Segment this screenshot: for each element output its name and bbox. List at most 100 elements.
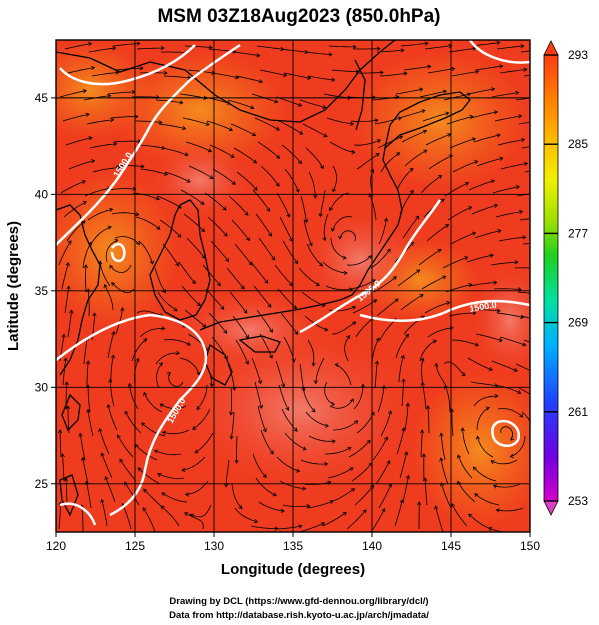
streamline bbox=[375, 460, 390, 485]
streamline bbox=[161, 51, 189, 53]
streamline-arrow-icon bbox=[81, 180, 86, 185]
streamline-arrow-icon bbox=[225, 257, 230, 263]
streamline bbox=[116, 165, 144, 167]
streamline bbox=[522, 243, 530, 245]
streamline bbox=[187, 333, 210, 352]
streamline-arrow-icon bbox=[155, 94, 160, 100]
streamline-arrow-icon bbox=[306, 504, 311, 509]
streamline bbox=[468, 180, 495, 191]
streamline-arrow-icon bbox=[209, 383, 215, 388]
streamline bbox=[327, 467, 354, 479]
streamline-arrow-icon bbox=[268, 232, 272, 237]
streamline bbox=[477, 436, 494, 458]
streamline bbox=[306, 243, 323, 267]
streamline bbox=[184, 309, 207, 328]
streamline bbox=[300, 195, 308, 223]
streamline-arrow-icon bbox=[493, 280, 498, 285]
streamline-arrow-icon bbox=[155, 196, 160, 201]
streamline-arrow-icon bbox=[228, 127, 234, 132]
streamline bbox=[156, 195, 182, 209]
streamline bbox=[298, 267, 320, 286]
streamline-arrow-icon bbox=[360, 383, 366, 388]
streamline bbox=[500, 163, 528, 170]
credit-data: Data from http://database.rish.kyoto-u.a… bbox=[169, 610, 429, 621]
streamline-arrow-icon bbox=[175, 350, 180, 355]
streamline-arrow-icon bbox=[216, 282, 221, 287]
streamline-arrow-icon bbox=[139, 66, 144, 71]
streamline-arrow-icon bbox=[320, 165, 324, 170]
streamline bbox=[355, 71, 384, 74]
contour-label: 1500.0 bbox=[469, 299, 498, 314]
streamline bbox=[331, 69, 359, 72]
streamline-arrow-icon bbox=[269, 328, 273, 333]
streamline bbox=[227, 99, 254, 109]
streamline-arrow-icon bbox=[166, 371, 171, 376]
streamline bbox=[155, 352, 180, 365]
streamline bbox=[230, 123, 256, 136]
x-tick-label: 150 bbox=[520, 539, 540, 553]
streamline bbox=[227, 363, 235, 391]
streamline bbox=[402, 215, 420, 239]
streamline bbox=[325, 285, 353, 291]
streamline-arrow-icon bbox=[334, 362, 339, 367]
streamline bbox=[58, 240, 72, 266]
streamline-arrow-icon bbox=[347, 447, 352, 451]
streamline bbox=[520, 315, 530, 319]
streamline bbox=[281, 144, 302, 164]
streamline bbox=[204, 192, 227, 211]
streamline-arrow-icon bbox=[223, 232, 228, 237]
streamline-arrow-icon bbox=[490, 460, 495, 465]
streamline bbox=[373, 276, 397, 293]
streamline-arrow-icon bbox=[298, 524, 303, 529]
streamline-arrow-icon bbox=[405, 333, 410, 338]
streamline-arrow-icon bbox=[370, 169, 374, 174]
streamline bbox=[377, 135, 403, 149]
streamline-arrow-icon bbox=[274, 526, 279, 531]
streamline-arrow-icon bbox=[119, 458, 124, 463]
streamline-arrow-icon bbox=[475, 435, 480, 440]
streamline bbox=[257, 405, 267, 432]
streamline bbox=[58, 502, 61, 530]
streamline bbox=[379, 72, 407, 77]
streamline bbox=[473, 134, 501, 143]
streamline-arrow-icon bbox=[518, 114, 523, 119]
streamline bbox=[119, 459, 137, 482]
streamline bbox=[350, 119, 378, 122]
streamline bbox=[184, 45, 213, 48]
streamline bbox=[353, 384, 364, 410]
streamline bbox=[186, 237, 206, 259]
streamline bbox=[427, 68, 455, 74]
streamline bbox=[258, 237, 276, 261]
colorbar-tick-label: 261 bbox=[568, 405, 588, 419]
streamline bbox=[235, 339, 249, 365]
streamline bbox=[283, 72, 311, 79]
streamline bbox=[62, 358, 67, 386]
streamline-arrow-icon bbox=[419, 87, 424, 92]
streamline-arrow-icon bbox=[175, 262, 180, 267]
streamline bbox=[355, 316, 375, 338]
streamline bbox=[307, 75, 335, 81]
streamline-arrow-icon bbox=[132, 186, 137, 191]
streamline bbox=[421, 275, 446, 290]
streamline-arrow-icon bbox=[143, 391, 148, 397]
streamline bbox=[315, 357, 325, 384]
streamline bbox=[163, 339, 191, 346]
streamline-arrow-icon bbox=[262, 473, 267, 478]
streamline-arrow-icon bbox=[328, 52, 333, 57]
streamline-arrow-icon bbox=[457, 454, 462, 459]
streamline bbox=[109, 264, 132, 273]
streamline bbox=[402, 475, 409, 503]
streamline-arrow-icon bbox=[438, 175, 443, 179]
streamline bbox=[441, 482, 452, 509]
streamline-arrow-icon bbox=[375, 337, 380, 342]
streamline-arrow-icon bbox=[424, 41, 429, 46]
streamline bbox=[326, 117, 354, 125]
x-axis-ticks: 120 125 130 135 140 145 150 bbox=[46, 532, 540, 553]
streamline-arrow-icon bbox=[461, 372, 466, 376]
streamline-arrow-icon bbox=[368, 193, 373, 198]
streamline-arrow-icon bbox=[405, 474, 411, 479]
streamline-arrow-icon bbox=[158, 362, 163, 367]
streamline-arrow-icon bbox=[493, 203, 499, 208]
streamline-arrow-icon bbox=[294, 260, 299, 265]
streamline-arrow-icon bbox=[184, 512, 189, 517]
